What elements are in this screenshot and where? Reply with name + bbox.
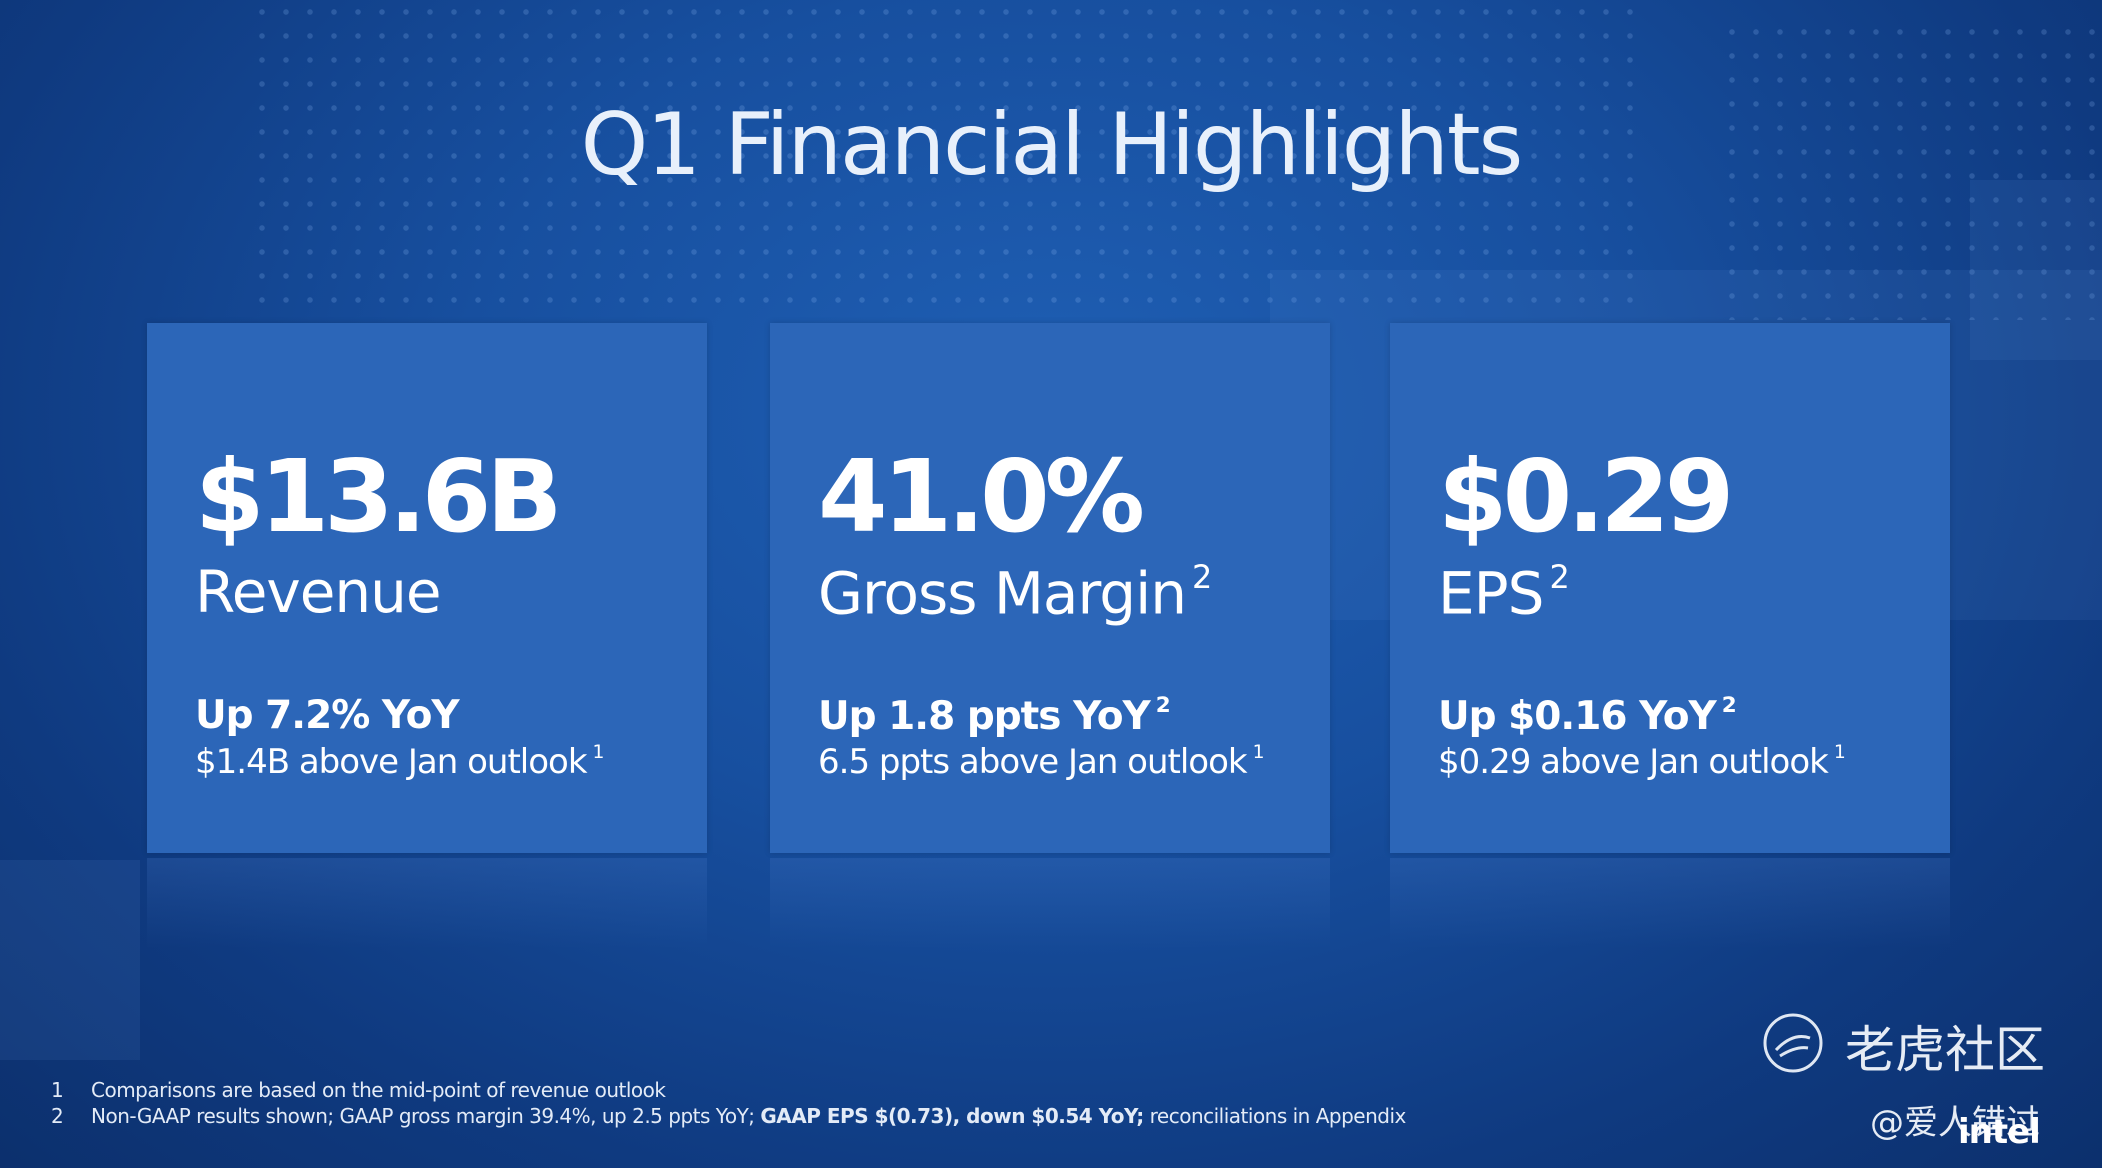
footnote-text: reconciliations in Appendix: [1143, 1104, 1407, 1128]
footnote-ref: 2: [1191, 558, 1212, 596]
metric-label-text: Gross Margin: [818, 559, 1187, 628]
highlight-card: 41.0% Gross Margin 2 Up 1.8 ppts YoY 2 6.5 pp…: [770, 323, 1330, 853]
footnote-ref: 2: [1721, 693, 1737, 718]
yoy-change: Up 7.2% YoY: [195, 693, 460, 738]
outlook-comparison: $1.4B above Jan outlook 1: [195, 742, 605, 782]
outlook-comparison-text: $1.4B above Jan outlook: [195, 742, 588, 782]
yoy-change: Up 1.8 ppts YoY 2: [818, 693, 1171, 740]
metric-value: $13.6B: [195, 438, 563, 555]
footnote-ref: 1: [1833, 742, 1846, 764]
outlook-comparison: 6.5 ppts above Jan outlook 1: [818, 742, 1264, 782]
metric-value: $0.29: [1438, 438, 1734, 555]
footnote-number: 1: [51, 1078, 64, 1102]
highlight-card: $13.6B Revenue Up 7.2% YoY $1.4B above Jan …: [147, 323, 707, 853]
footnote-ref: 1: [1252, 742, 1265, 764]
metric-label: EPS 2: [1438, 558, 1570, 628]
footnote-ref: 1: [592, 742, 605, 764]
slide-title: Q1 Financial Highlights: [580, 95, 1524, 195]
background-pattern: [1720, 20, 2100, 320]
outlook-comparison: $0.29 above Jan outlook 1: [1438, 742, 1846, 782]
footnote-text: Non-GAAP results shown; GAAP gross margi…: [91, 1104, 761, 1128]
metric-label-text: EPS: [1438, 559, 1544, 628]
metric-label: Gross Margin 2: [818, 558, 1212, 628]
metric-value: 41.0%: [818, 438, 1145, 555]
footnote-text: GAAP EPS $(0.73), down $0.54 YoY;: [760, 1104, 1144, 1128]
yoy-change: Up $0.16 YoY 2: [1438, 693, 1737, 740]
footnote: 2 Non-GAAP results shown; GAAP gross marg…: [51, 1104, 1406, 1128]
metric-label-text: Revenue: [195, 558, 442, 626]
outlook-comparison-text: 6.5 ppts above Jan outlook: [818, 742, 1248, 782]
background-panel: [0, 860, 140, 1060]
footnote-number: 2: [51, 1104, 64, 1128]
footnote-text: Comparisons are based on the mid-point o…: [91, 1078, 666, 1102]
yoy-change-text: Up 7.2% YoY: [195, 693, 460, 738]
background-pattern: [250, 0, 1650, 320]
footnote-ref: 2: [1155, 693, 1171, 718]
outlook-comparison-text: $0.29 above Jan outlook: [1438, 742, 1829, 782]
watermark-icon: [1763, 1013, 1823, 1073]
card-reflection: [147, 858, 707, 948]
footnote-ref: 2: [1549, 558, 1569, 596]
yoy-change-text: Up $0.16 YoY: [1438, 694, 1717, 740]
card-reflection: [770, 858, 1330, 948]
watermark-user: @爱人错过: [1870, 1103, 2040, 1143]
card-reflection: [1390, 858, 1950, 948]
logo: intel: [1958, 1112, 2041, 1152]
watermark-brand: 老虎社区: [1845, 1021, 2045, 1079]
background-panel: [1970, 180, 2102, 360]
highlight-card: $0.29 EPS 2 Up $0.16 YoY 2 $0.29 above Jan ou…: [1390, 323, 1950, 853]
yoy-change-text: Up 1.8 ppts YoY: [818, 694, 1151, 740]
metric-label: Revenue: [195, 558, 442, 626]
footnote: 1 Comparisons are based on the mid-point …: [51, 1078, 666, 1102]
